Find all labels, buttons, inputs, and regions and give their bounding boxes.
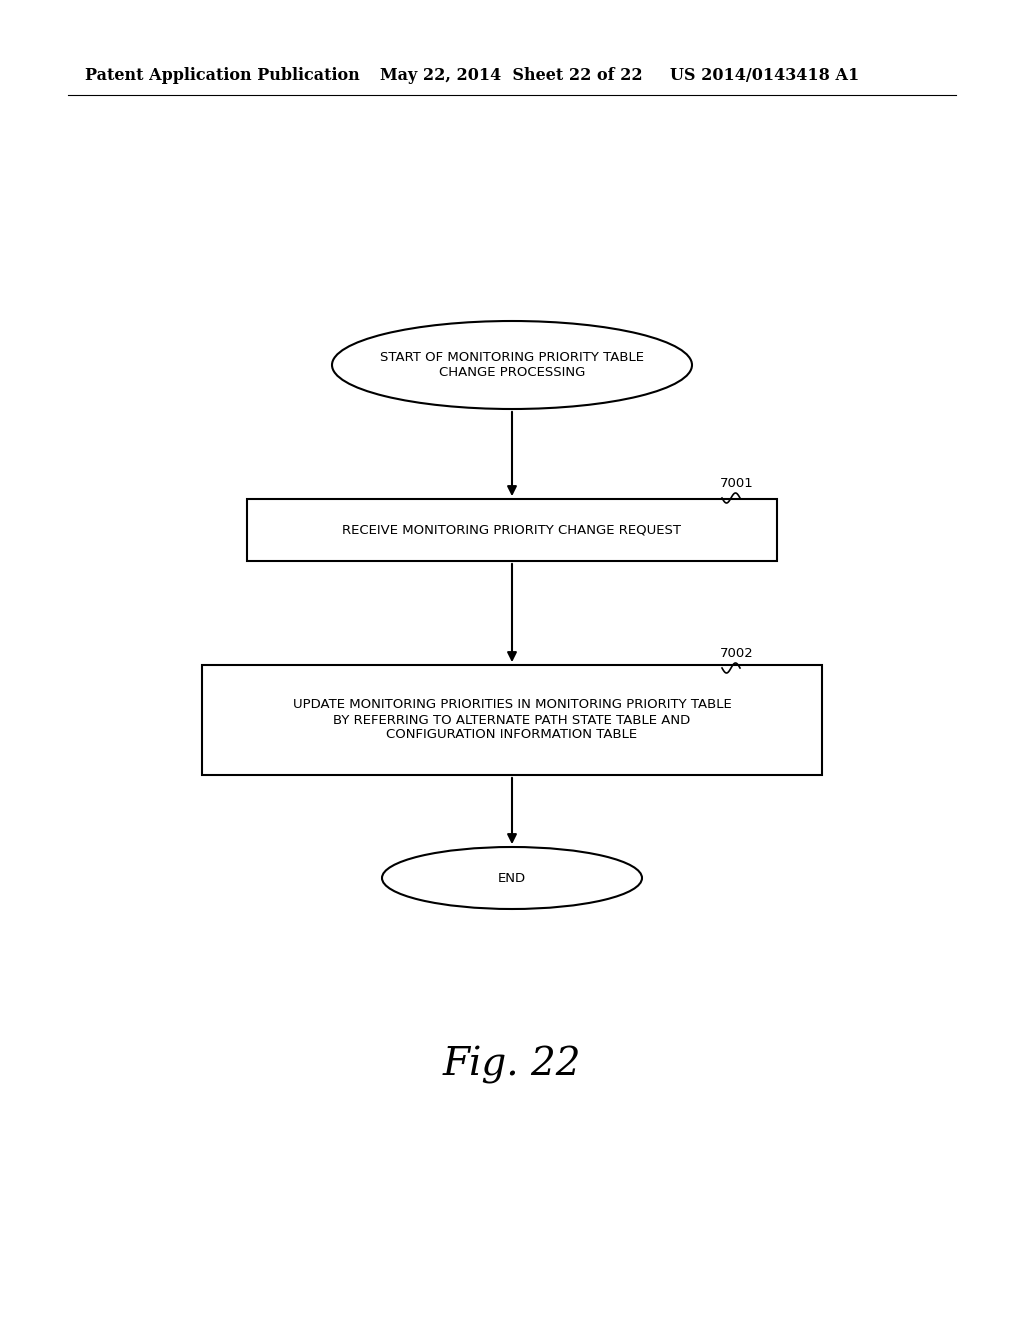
Text: May 22, 2014  Sheet 22 of 22: May 22, 2014 Sheet 22 of 22 [380,66,643,83]
Text: 7001: 7001 [720,477,754,490]
Text: RECEIVE MONITORING PRIORITY CHANGE REQUEST: RECEIVE MONITORING PRIORITY CHANGE REQUE… [342,524,682,536]
FancyBboxPatch shape [202,665,822,775]
Text: US 2014/0143418 A1: US 2014/0143418 A1 [670,66,859,83]
FancyBboxPatch shape [247,499,777,561]
Text: END: END [498,871,526,884]
Text: UPDATE MONITORING PRIORITIES IN MONITORING PRIORITY TABLE
BY REFERRING TO ALTERN: UPDATE MONITORING PRIORITIES IN MONITORI… [293,698,731,742]
Ellipse shape [332,321,692,409]
Ellipse shape [382,847,642,909]
Text: START OF MONITORING PRIORITY TABLE
CHANGE PROCESSING: START OF MONITORING PRIORITY TABLE CHANG… [380,351,644,379]
Text: Fig. 22: Fig. 22 [442,1045,582,1084]
Text: 7002: 7002 [720,647,754,660]
Text: Patent Application Publication: Patent Application Publication [85,66,359,83]
